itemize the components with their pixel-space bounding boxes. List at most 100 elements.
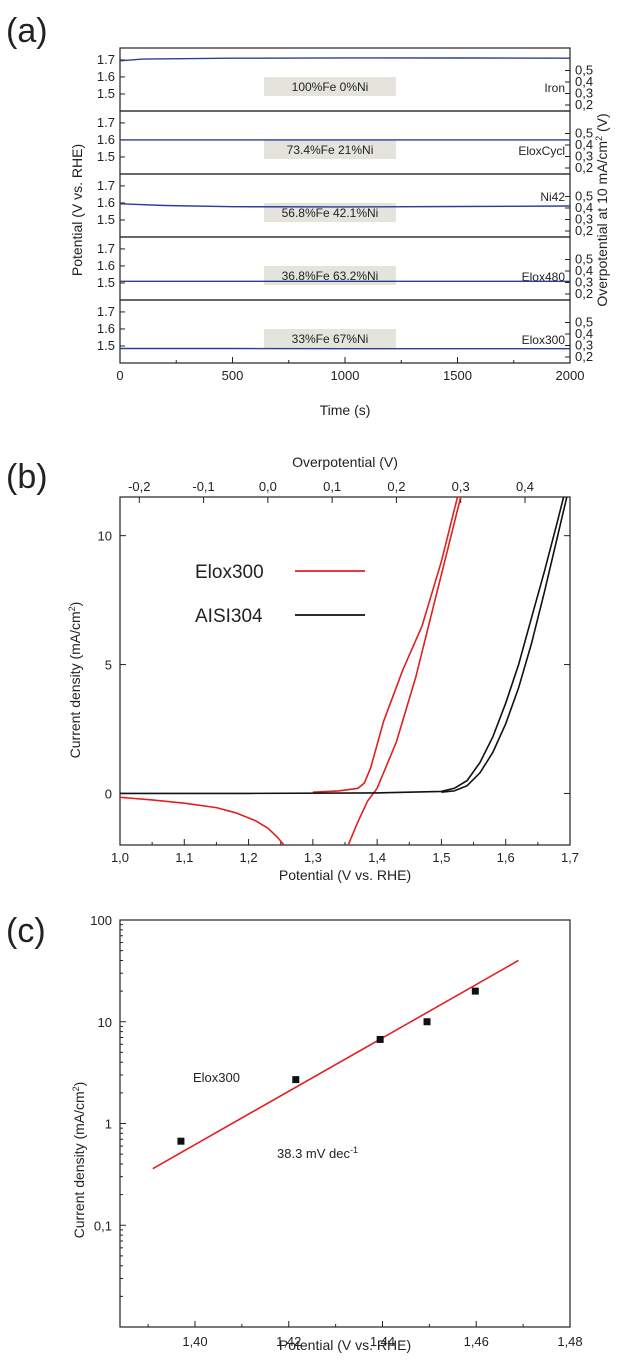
a-y-tick-label: 1.7 (97, 52, 115, 67)
c-y-tick-label: 10 (98, 1015, 112, 1030)
b-y-tick-label: 5 (105, 658, 112, 673)
a-y-tick-label: 1.5 (97, 212, 115, 227)
a-sample-name: Elox480 (522, 270, 566, 284)
a-y-tick-label: 1.7 (97, 304, 115, 319)
a-sample-name: Iron (544, 81, 565, 95)
a-right-tick-label: 0,5 (575, 63, 593, 78)
a-right-tick-label: 0,3 (575, 338, 593, 353)
c-x-tick-label: 1,40 (182, 1334, 207, 1349)
c-sample-label: Elox300 (193, 1070, 240, 1085)
a-y-tick-label: 1.7 (97, 241, 115, 256)
a-composition-box (264, 266, 396, 285)
b-series-line (347, 497, 462, 845)
b-y-tick-label: 0 (105, 786, 112, 801)
c-data-point (471, 987, 479, 995)
a-right-tick-label: 0,5 (575, 189, 593, 204)
a-right-y-axis-title: Overpotential at 10 mA/cm2 (V) (594, 113, 610, 306)
a-y-tick-label: 1.6 (97, 195, 115, 210)
a-right-tick-label: 0,2 (575, 286, 593, 301)
a-composition-box (264, 329, 396, 348)
b-top-tick-label: -0,1 (192, 479, 214, 494)
b-series-line (441, 497, 568, 793)
b-series-line (120, 497, 565, 795)
a-right-tick-label: 0,2 (575, 223, 593, 238)
a-right-tick-label: 0,4 (575, 74, 593, 89)
a-right-tick-label: 0,2 (575, 349, 593, 364)
a-x-tick-label: 1000 (331, 368, 360, 383)
b-top-tick-label: 0,0 (259, 479, 277, 494)
c-x-tick-label: 1,42 (276, 1334, 301, 1349)
a-y-tick-label: 1.5 (97, 86, 115, 101)
a-right-tick-label: 0,3 (575, 86, 593, 101)
a-y-tick-label: 1.7 (97, 115, 115, 130)
c-fit-line (152, 959, 519, 1170)
a-series-line (119, 57, 571, 62)
a-right-tick-label: 0,4 (575, 137, 593, 152)
b-x-tick-label: 1,5 (432, 850, 450, 865)
a-right-tick-label: 0,4 (575, 200, 593, 215)
a-x-tick-label: 0 (116, 368, 123, 383)
b-y-tick-label: 10 (98, 529, 112, 544)
c-y-tick-label: 1 (105, 1117, 112, 1132)
b-x-tick-label: 1,4 (368, 850, 386, 865)
c-plot-frame (119, 919, 571, 1328)
c-x-axis-title: Potential (V vs. RHE) (279, 1337, 411, 1353)
a-right-tick-label: 0,2 (575, 160, 593, 175)
a-y-tick-label: 1.5 (97, 149, 115, 164)
a-right-tick-label: 0,4 (575, 326, 593, 341)
a-x-axis-title: Time (s) (320, 402, 371, 418)
b-y-axis-title: Current density (mA/cm2) (67, 602, 83, 759)
c-y-tick-label: 100 (90, 913, 112, 928)
c-data-point (423, 1018, 431, 1026)
c-data-point (177, 1137, 185, 1145)
a-y-tick-label: 1.7 (97, 178, 115, 193)
a-composition-box (264, 140, 396, 159)
b-top-tick-label: 0,2 (387, 479, 405, 494)
a-sample-name: Elox300 (522, 333, 566, 347)
a-right-tick-label: 0,5 (575, 252, 593, 267)
a-y-tick-label: 1.6 (97, 132, 115, 147)
a-x-tick-label: 1500 (443, 368, 472, 383)
a-y-tick-label: 1.6 (97, 321, 115, 336)
a-right-tick-label: 0,5 (575, 315, 593, 330)
c-x-tick-label: 1,46 (464, 1334, 489, 1349)
a-right-tick-label: 0,2 (575, 97, 593, 112)
panel-letter-c: (c) (6, 912, 46, 950)
a-composition-box (264, 77, 396, 96)
a-sample-name: Ni42 (540, 190, 565, 204)
b-series-line (120, 796, 285, 845)
c-y-tick-label: 0,1 (94, 1218, 112, 1233)
b-x-tick-label: 1,7 (561, 850, 579, 865)
a-composition-label: 56.8%Fe 42.1%Ni (282, 206, 379, 220)
a-series-line (119, 203, 571, 208)
b-x-tick-label: 1,1 (175, 850, 193, 865)
a-y-tick-label: 1.5 (97, 338, 115, 353)
b-top-tick-label: -0,2 (128, 479, 150, 494)
b-series-line (312, 497, 459, 793)
chart-c: (c) 1,40 1,42 1,44 1,46 1,48 100 10 1 0,1 Elox300… (6, 912, 583, 1353)
b-top-tick-label: 0,4 (516, 479, 534, 494)
a-right-tick-label: 0,5 (575, 126, 593, 141)
b-legend-label: Elox300 (195, 562, 264, 583)
a-y-tick-label: 1.5 (97, 275, 115, 290)
b-legend-label: AISI304 (195, 606, 263, 627)
b-x-tick-label: 1,3 (304, 850, 322, 865)
c-y-axis-title: Current density (mA/cm2) (71, 1082, 87, 1239)
a-right-tick-label: 0,4 (575, 263, 593, 278)
a-right-tick-label: 0,3 (575, 212, 593, 227)
a-x-tick-label: 2000 (556, 368, 585, 383)
a-right-tick-label: 0,3 (575, 149, 593, 164)
b-x-tick-label: 1,2 (240, 850, 258, 865)
b-x-tick-label: 1,6 (497, 850, 515, 865)
panel-letter-a: (a) (6, 12, 48, 50)
a-y-tick-label: 1.6 (97, 69, 115, 84)
panel-letter-b: (b) (6, 458, 48, 496)
a-composition-label: 73.4%Fe 21%Ni (287, 143, 374, 157)
b-top-axis-title: Overpotential (V) (292, 454, 398, 470)
chart-b: (b) Overpotential (V) 1,0 1,1 1,2 1,3 1,4 1,5… (6, 454, 579, 865)
a-sample-name: EloxCycl (518, 144, 565, 158)
c-x-tick-label: 1,44 (370, 1334, 395, 1349)
b-x-axis-title-div: Potential (V vs. RHE) (278, 867, 412, 883)
c-data-point (292, 1076, 300, 1084)
